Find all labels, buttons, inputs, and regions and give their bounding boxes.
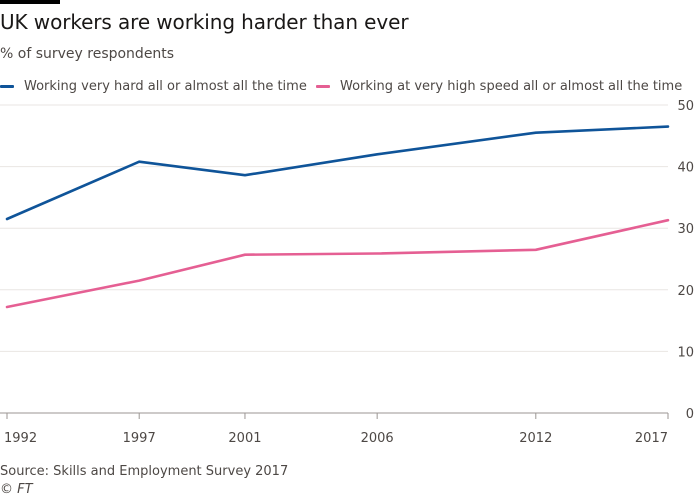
series-line-high-speed (5, 218, 670, 309)
y-tick-label-20: 20 (677, 284, 694, 299)
legend-swatch-high-speed (316, 85, 330, 88)
chart-subtitle: % of survey respondents (0, 46, 175, 62)
legend-swatch-working-hard (0, 85, 14, 88)
x-tick-label-2012: 2012 (519, 431, 552, 446)
x-tick-label-2017: 2017 (635, 431, 668, 446)
y-tick-label-10: 10 (677, 345, 694, 360)
chart-legend: Working very hard all or almost all the … (0, 79, 682, 99)
chart-title: UK workers are working harder than ever (0, 10, 409, 34)
y-tick-label-0: 0 (686, 407, 694, 422)
x-tick-label-2001: 2001 (228, 431, 261, 446)
legend-label-high-speed: Working at very high speed all or almost… (340, 79, 683, 94)
y-tick-label-50: 50 (677, 99, 694, 114)
series-line-working-hard (5, 125, 670, 221)
x-tick-label-2006: 2006 (361, 431, 394, 446)
ft-brand-bar (0, 0, 60, 4)
legend-entry-high-speed: Working at very high speed all or almost… (316, 79, 682, 94)
ft-credit: © FT (0, 482, 33, 497)
legend-entry-working-hard: Working very hard all or almost all the … (0, 79, 307, 94)
legend-label-working-hard: Working very hard all or almost all the … (24, 79, 307, 94)
y-tick-label-40: 40 (677, 161, 694, 176)
y-tick-label-30: 30 (677, 222, 694, 237)
x-tick-label-1997: 1997 (123, 431, 156, 446)
source-note: Source: Skills and Employment Survey 201… (0, 464, 289, 479)
x-tick-label-1992: 1992 (4, 431, 37, 446)
